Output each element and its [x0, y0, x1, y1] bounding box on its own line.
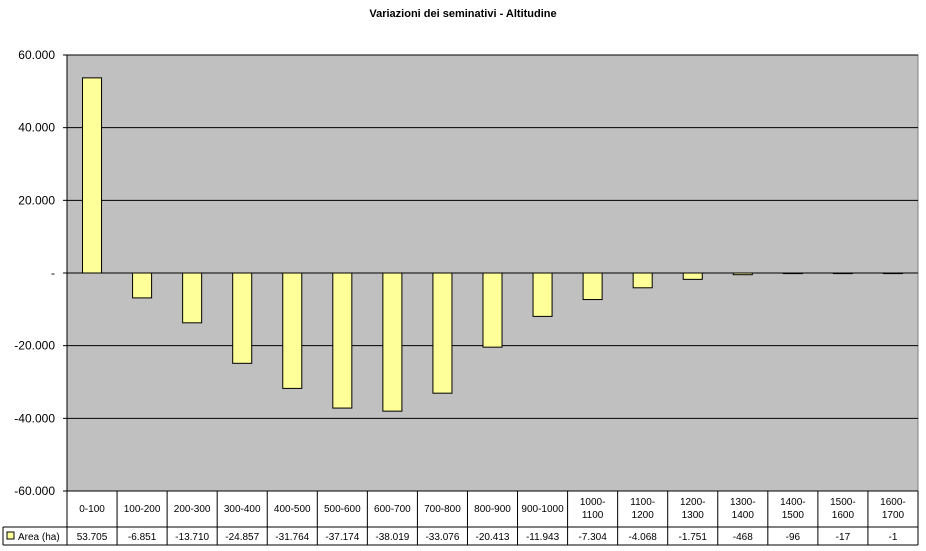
category-label: 100-200 [124, 504, 161, 515]
category-label: 200-300 [174, 504, 211, 515]
y-tick-label: - [51, 266, 55, 280]
bar [183, 273, 202, 323]
category-label-line: 1600 [832, 510, 855, 521]
category-label-line: 1200- [680, 497, 706, 508]
bar [133, 273, 152, 298]
y-tick-label: -20.000 [14, 339, 55, 353]
category-label-line: 1500 [782, 510, 805, 521]
category-label: 1600- 1700 [880, 497, 906, 521]
category-label-line: 1100 [582, 510, 604, 521]
category-label: 0-100 [79, 504, 105, 515]
data-value-label: -468 [733, 532, 753, 543]
category-label: 1000- 1100 [580, 497, 606, 521]
category-label-line: 1300- [730, 497, 756, 508]
data-value-label: -20.413 [476, 532, 510, 543]
bar [283, 273, 302, 388]
category-label: 1100- 1200 [630, 497, 655, 521]
data-value-label: -1.751 [679, 532, 708, 543]
category-label: 600-700 [374, 504, 411, 515]
data-value-label: -37.174 [325, 532, 359, 543]
bar [633, 273, 652, 288]
category-label-line: 1100- [630, 497, 655, 508]
bar [583, 273, 602, 300]
category-label: 1200- 1300 [680, 497, 706, 521]
y-tick-label: 20.000 [18, 193, 55, 207]
category-label: 500-600 [324, 504, 361, 515]
data-value-label: -6.851 [128, 532, 157, 543]
bar [333, 273, 352, 408]
category-label: 1400- 1500 [780, 497, 806, 521]
y-tick-label: -40.000 [14, 411, 55, 425]
bar [483, 273, 502, 347]
data-value-label: -96 [786, 532, 801, 543]
category-label-line: 1000- [580, 497, 606, 508]
category-label: 1500- 1600 [830, 497, 856, 521]
data-value-label: -7.304 [578, 532, 607, 543]
y-tick-label: 60.000 [18, 48, 55, 62]
data-value-label: -1 [889, 532, 898, 543]
category-label-line: 1400- [780, 497, 806, 508]
data-value-label: 53.705 [77, 532, 108, 543]
data-value-label: -33.076 [425, 532, 459, 543]
category-label-line: 1400 [732, 510, 755, 521]
chart-title: Variazioni dei seminativi - Altitudine [369, 8, 556, 20]
category-label: 900-1000 [521, 504, 564, 515]
category-label-line: 1600- [880, 497, 906, 508]
category-label: 300-400 [224, 504, 261, 515]
data-value-label: -13.710 [175, 532, 209, 543]
data-value-label: -38.019 [375, 532, 409, 543]
category-label-line: 1700 [882, 510, 905, 521]
data-value-label: -4.068 [628, 532, 657, 543]
legend-label: Area (ha) [18, 532, 60, 543]
bar [533, 273, 552, 316]
category-label: 700-800 [424, 504, 461, 515]
data-value-label: -17 [836, 532, 851, 543]
category-label-line: 1200 [632, 510, 655, 521]
data-value-label: -31.764 [275, 532, 309, 543]
category-label: 1300- 1400 [730, 497, 756, 521]
legend-swatch [7, 532, 14, 539]
data-value-label: -24.857 [225, 532, 259, 543]
bar [383, 273, 402, 411]
category-label: 800-900 [474, 504, 511, 515]
y-tick-label: 40.000 [18, 121, 55, 135]
bar [83, 78, 102, 273]
category-label: 400-500 [274, 504, 311, 515]
bar [433, 273, 452, 393]
y-tick-label: -60.000 [14, 484, 55, 498]
bar [233, 273, 252, 363]
data-value-label: -11.943 [526, 532, 560, 543]
category-label-line: 1300 [682, 510, 705, 521]
bar [683, 273, 702, 279]
category-label-line: 1500- [830, 497, 856, 508]
